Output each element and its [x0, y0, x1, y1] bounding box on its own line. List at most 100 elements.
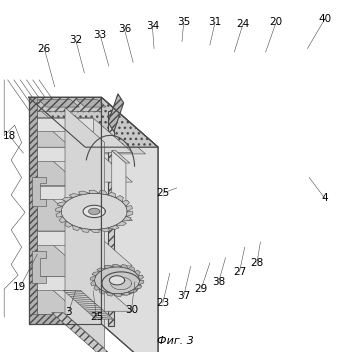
Polygon shape: [56, 212, 62, 217]
Polygon shape: [112, 151, 126, 208]
Polygon shape: [29, 97, 101, 111]
Polygon shape: [37, 231, 93, 245]
Text: 37: 37: [177, 291, 190, 301]
Polygon shape: [99, 228, 110, 232]
Polygon shape: [89, 190, 99, 193]
Polygon shape: [128, 267, 134, 272]
Text: 40: 40: [318, 14, 331, 24]
Polygon shape: [97, 268, 106, 272]
Polygon shape: [37, 186, 93, 199]
Polygon shape: [37, 118, 132, 153]
Polygon shape: [90, 276, 96, 280]
Polygon shape: [83, 205, 105, 218]
Polygon shape: [113, 294, 121, 296]
Text: 24: 24: [236, 19, 250, 29]
Polygon shape: [94, 267, 140, 294]
Polygon shape: [61, 193, 127, 230]
Polygon shape: [59, 217, 66, 223]
Polygon shape: [90, 229, 99, 233]
Polygon shape: [65, 221, 72, 227]
Text: 27: 27: [233, 267, 246, 277]
Polygon shape: [113, 264, 121, 267]
Polygon shape: [116, 196, 124, 202]
Text: 19: 19: [13, 282, 27, 292]
Text: 20: 20: [270, 17, 283, 27]
Text: 25: 25: [156, 188, 169, 198]
Polygon shape: [29, 314, 101, 324]
Polygon shape: [89, 208, 100, 214]
Polygon shape: [138, 275, 143, 280]
Polygon shape: [94, 285, 100, 290]
Text: 4: 4: [322, 193, 328, 203]
Polygon shape: [122, 200, 130, 206]
Text: 30: 30: [125, 305, 138, 315]
Polygon shape: [80, 228, 90, 233]
Polygon shape: [37, 118, 93, 131]
Polygon shape: [37, 276, 93, 290]
Polygon shape: [121, 264, 128, 268]
Polygon shape: [106, 292, 113, 296]
Polygon shape: [29, 97, 101, 324]
Polygon shape: [100, 289, 106, 294]
Polygon shape: [29, 97, 158, 147]
Text: 28: 28: [250, 258, 264, 268]
Polygon shape: [108, 192, 116, 198]
Polygon shape: [69, 193, 80, 198]
Polygon shape: [126, 212, 133, 217]
Polygon shape: [102, 97, 158, 355]
Polygon shape: [37, 108, 146, 154]
Polygon shape: [29, 97, 158, 147]
Text: 29: 29: [195, 284, 208, 294]
Polygon shape: [108, 225, 119, 229]
Polygon shape: [65, 108, 105, 349]
Polygon shape: [79, 191, 90, 195]
Polygon shape: [108, 111, 114, 326]
Polygon shape: [37, 186, 132, 220]
Text: 3: 3: [65, 307, 72, 317]
Polygon shape: [37, 276, 132, 311]
Text: 34: 34: [146, 21, 159, 31]
Polygon shape: [72, 225, 81, 231]
Text: 23: 23: [156, 298, 169, 308]
Text: 25: 25: [90, 312, 103, 322]
Text: 18: 18: [3, 131, 16, 141]
Polygon shape: [91, 280, 96, 285]
Polygon shape: [29, 97, 37, 324]
Polygon shape: [62, 197, 72, 202]
Polygon shape: [116, 221, 126, 225]
Polygon shape: [122, 217, 131, 221]
Polygon shape: [38, 100, 79, 107]
Text: 33: 33: [93, 29, 107, 39]
Polygon shape: [134, 270, 140, 276]
Polygon shape: [37, 147, 132, 182]
Polygon shape: [77, 100, 106, 107]
Text: 38: 38: [212, 277, 225, 287]
Polygon shape: [37, 108, 93, 314]
Text: 35: 35: [177, 17, 190, 27]
Text: 36: 36: [118, 24, 131, 34]
Polygon shape: [99, 190, 108, 195]
Text: 32: 32: [69, 35, 82, 45]
Polygon shape: [108, 94, 124, 132]
Text: Фиг. 3: Фиг. 3: [156, 336, 194, 346]
Polygon shape: [104, 265, 113, 268]
Polygon shape: [92, 272, 100, 276]
Polygon shape: [102, 272, 140, 295]
Polygon shape: [33, 251, 46, 283]
Polygon shape: [51, 313, 111, 355]
Polygon shape: [56, 206, 62, 212]
Polygon shape: [112, 151, 130, 163]
Polygon shape: [29, 97, 33, 324]
Polygon shape: [33, 177, 46, 206]
Text: 26: 26: [38, 44, 51, 54]
Polygon shape: [63, 290, 113, 319]
Polygon shape: [134, 285, 142, 289]
Polygon shape: [126, 206, 133, 212]
Polygon shape: [37, 231, 132, 266]
Text: 31: 31: [209, 17, 222, 27]
Polygon shape: [37, 147, 93, 161]
Polygon shape: [128, 289, 137, 293]
Polygon shape: [109, 276, 125, 285]
Polygon shape: [121, 292, 130, 295]
Polygon shape: [138, 280, 144, 285]
